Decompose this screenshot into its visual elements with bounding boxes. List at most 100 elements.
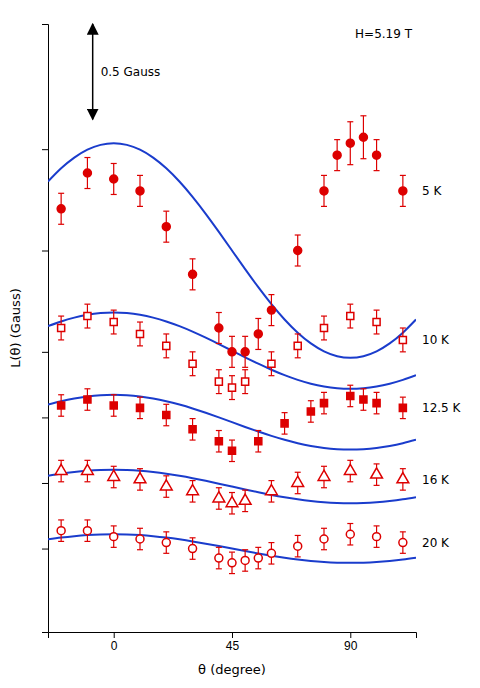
x-tick: 45 [226, 632, 240, 653]
error-bar-cap [229, 367, 235, 368]
point [189, 360, 196, 367]
error-bar-cap [229, 336, 235, 337]
point [215, 324, 223, 332]
error-bar-cap [255, 318, 261, 319]
error-bar [111, 163, 117, 194]
error-bar-cap [137, 528, 143, 529]
point [241, 556, 249, 564]
error-bar-cap [84, 188, 90, 189]
point [399, 404, 406, 411]
point [373, 533, 381, 541]
y-tick-mark [42, 251, 48, 252]
error-bar [137, 175, 143, 206]
error-bar-cap [216, 312, 222, 313]
error-bar-cap [163, 475, 169, 476]
error-bar-cap [360, 388, 366, 389]
error-bar-cap [216, 343, 222, 344]
point [228, 447, 235, 454]
error-bar-cap [295, 234, 301, 235]
error-bar-cap [137, 418, 143, 419]
error-bar [190, 419, 196, 440]
error-bar [242, 336, 248, 367]
error-bar-cap [400, 553, 406, 554]
point [57, 205, 65, 213]
error-bar-cap [268, 480, 274, 481]
error-bar-cap [347, 121, 353, 122]
error-bar [137, 397, 143, 418]
error-bar-cap [295, 357, 301, 358]
point [267, 306, 275, 314]
error-bar-cap [321, 549, 327, 550]
point [399, 539, 407, 547]
error-bar-cap [163, 404, 169, 405]
error-bar [255, 318, 261, 349]
annotation: H=5.19 T [355, 27, 413, 41]
fit-lines [48, 143, 416, 563]
series-label: 10 K [422, 333, 450, 347]
error-bar-cap [268, 563, 274, 564]
error-bar-cap [111, 333, 117, 334]
x-axis-title: θ (degree) [198, 662, 266, 677]
error-bar-cap [229, 439, 235, 440]
error-bar-cap [374, 170, 380, 171]
point [333, 151, 341, 159]
error-bar-cap [400, 468, 406, 469]
error-bar-cap [84, 388, 90, 389]
error-bar-cap [111, 163, 117, 164]
error-bar-cap [84, 327, 90, 328]
y-tick-mark [42, 549, 48, 550]
error-bar-cap [400, 327, 406, 328]
error-bar [400, 532, 406, 553]
error-bar-cap [229, 399, 235, 400]
error-bar-cap [360, 115, 366, 116]
point [58, 324, 65, 331]
point [213, 492, 225, 502]
error-bar [321, 175, 327, 206]
plot-area [48, 116, 416, 574]
error-bar-cap [111, 466, 117, 467]
error-bar-cap [58, 394, 64, 395]
error-bar-cap [400, 206, 406, 207]
point [110, 175, 118, 183]
labels: 5 K10 K12.5 K16 K20 K [422, 184, 462, 550]
point [360, 396, 367, 403]
error-bar-cap [216, 487, 222, 488]
error-bar-cap [347, 481, 353, 482]
error-bar [295, 334, 301, 358]
error-bar-cap [347, 304, 353, 305]
error-bar-cap [242, 571, 248, 572]
error-bar-cap [190, 375, 196, 376]
point [399, 336, 406, 343]
error-bar-cap [242, 490, 248, 491]
error-bar-cap [58, 339, 64, 340]
error-bar-cap [321, 392, 327, 393]
error-bar-cap [374, 547, 380, 548]
point [58, 402, 65, 409]
error-bar-cap [295, 493, 301, 494]
point [254, 554, 262, 562]
error-bar [229, 336, 235, 367]
error-bar [58, 395, 64, 416]
point [160, 480, 172, 490]
error-bar [137, 322, 143, 346]
point [266, 485, 278, 495]
error-bar-cap [163, 497, 169, 498]
error-bar-cap [84, 541, 90, 542]
error-bar-cap [111, 416, 117, 417]
error-bar-cap [242, 367, 248, 368]
error-bar-cap [137, 397, 143, 398]
error-bar-cap [190, 439, 196, 440]
error-bar-cap [190, 480, 196, 481]
error-bar-cap [268, 375, 274, 376]
error-bar [216, 313, 222, 344]
error-bar [347, 304, 353, 328]
error-bar [84, 389, 90, 410]
point [292, 476, 304, 486]
point [373, 151, 381, 159]
error-bar-cap [216, 509, 222, 510]
error-bar-cap [374, 485, 380, 486]
series-points [57, 520, 407, 574]
error-bar-cap [334, 170, 340, 171]
error-bar-cap [111, 194, 117, 195]
y-tick [42, 251, 48, 252]
